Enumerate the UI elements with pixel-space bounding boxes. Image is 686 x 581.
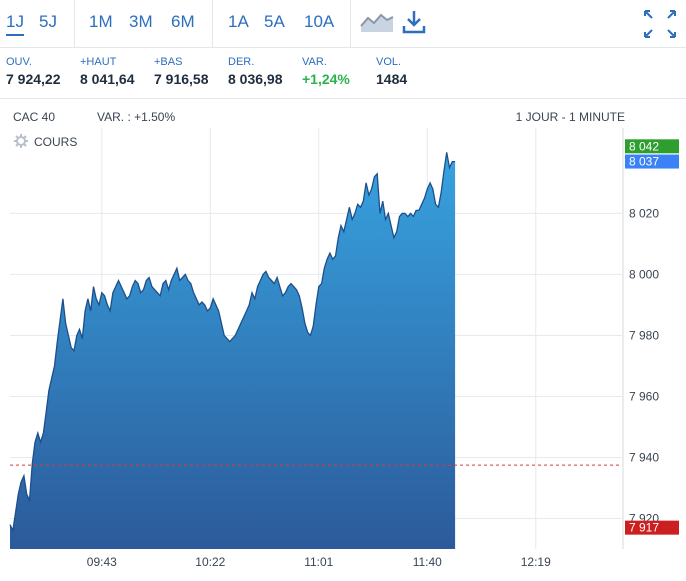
- fullscreen-icon[interactable]: [642, 8, 678, 40]
- legend-label: COURS: [34, 135, 78, 149]
- x-tick-label: 11:01: [304, 555, 333, 569]
- y-tick-label: 8 000: [629, 267, 659, 281]
- price-area: [10, 152, 456, 549]
- chart-variation: VAR. : +1.50%: [97, 110, 176, 124]
- stat-bas: +BAS 7 916,58: [154, 56, 209, 89]
- stat-vol: VOL. 1484: [376, 56, 407, 89]
- stat-value: 7 924,22: [6, 71, 61, 87]
- period-1m-button[interactable]: 1M: [89, 12, 113, 31]
- y-tick-label: 8 020: [629, 206, 659, 220]
- chart-type-icon[interactable]: [360, 10, 394, 34]
- y-tick-label: 7 940: [629, 450, 659, 464]
- stat-value: 7 916,58: [154, 71, 209, 87]
- price-line: [9, 152, 456, 533]
- stat-value: 8 041,64: [80, 71, 135, 87]
- price-marker-label: 7 917: [629, 521, 659, 535]
- stat-label: OUV.: [6, 56, 32, 68]
- stat-label: VAR.: [302, 56, 327, 68]
- settings-icon[interactable]: [14, 134, 28, 148]
- stat-haut: +HAUT 8 041,64: [80, 56, 135, 89]
- download-icon[interactable]: [401, 9, 427, 35]
- chart-interval: 1 JOUR - 1 MINUTE: [515, 110, 625, 124]
- x-tick-label: 09:43: [87, 555, 117, 569]
- y-tick-label: 7 960: [629, 389, 659, 403]
- quote-stats: OUV. 7 924,22 +HAUT 8 041,64 +BAS 7 916,58 DER…: [0, 48, 686, 99]
- stat-der: DER. 8 036,98: [228, 56, 283, 89]
- stat-ouv: OUV. 7 924,22: [6, 56, 61, 89]
- stat-label: VOL.: [376, 56, 402, 68]
- series-legend: COURS: [14, 134, 77, 149]
- toolbar: 1J 5J 1M 3M 6M 1A 5A 10A: [0, 0, 686, 48]
- period-3m-button[interactable]: 3M: [129, 12, 153, 31]
- period-5a-button[interactable]: 5A: [264, 12, 285, 31]
- stat-var: VAR. +1,24%: [302, 56, 350, 89]
- period-1a-button[interactable]: 1A: [228, 12, 249, 31]
- stat-value: 1484: [376, 71, 408, 87]
- stat-value: 8 036,98: [228, 71, 283, 87]
- x-tick-label: 10:22: [195, 555, 225, 569]
- toolbar-divider: [74, 0, 75, 48]
- period-1j-button[interactable]: 1J: [6, 10, 24, 36]
- period-10a-button[interactable]: 10A: [304, 12, 335, 31]
- stat-value: +1,24%: [302, 71, 350, 87]
- price-marker: [625, 520, 679, 535]
- instrument-name: CAC 40: [13, 110, 56, 124]
- price-marker: [625, 139, 679, 154]
- price-marker-label: 8 042: [629, 139, 659, 153]
- toolbar-divider: [212, 0, 213, 48]
- y-tick-label: 7 980: [629, 328, 659, 342]
- stat-label: +BAS: [154, 56, 183, 68]
- toolbar-divider: [350, 0, 351, 48]
- price-marker: [625, 154, 679, 169]
- period-6m-button[interactable]: 6M: [171, 12, 195, 31]
- x-tick-label: 12:19: [521, 555, 551, 569]
- price-marker-label: 8 037: [629, 155, 659, 169]
- x-tick-label: 11:40: [413, 555, 442, 569]
- period-5j-button[interactable]: 5J: [39, 12, 57, 31]
- stat-label: +HAUT: [80, 56, 117, 68]
- stat-label: DER.: [228, 56, 255, 68]
